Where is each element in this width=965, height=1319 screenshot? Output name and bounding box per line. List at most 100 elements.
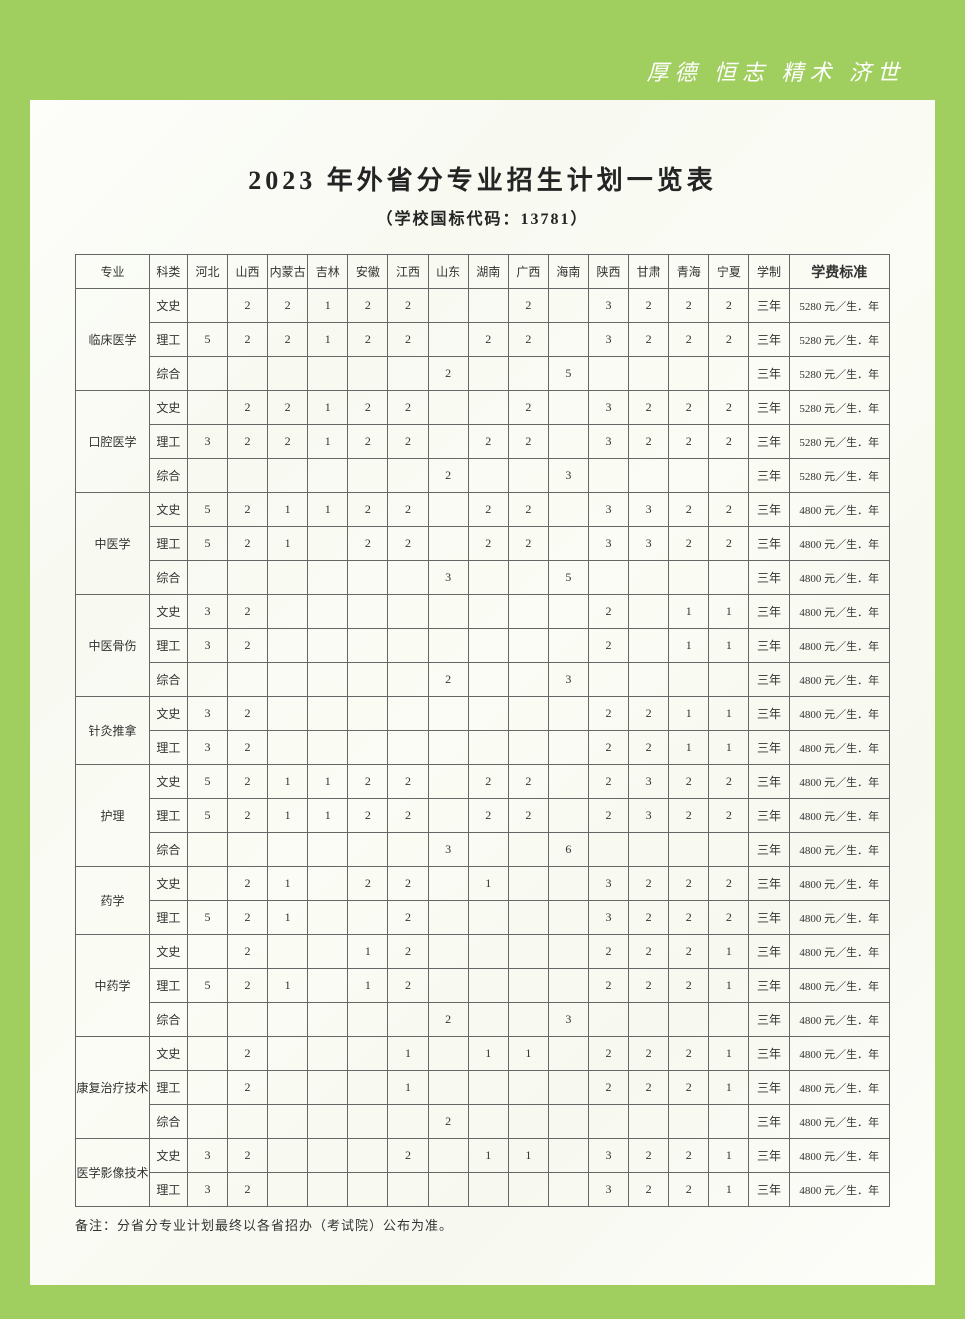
header-duration: 学制: [749, 255, 789, 289]
cell-value: 2: [268, 391, 308, 425]
page-subtitle: （学校国标代码：13781）: [75, 205, 890, 229]
cell-value: 2: [228, 1037, 268, 1071]
cell-value: 2: [228, 901, 268, 935]
cell-value: [669, 561, 709, 595]
cell-value: 2: [468, 527, 508, 561]
cell-value: [468, 1003, 508, 1037]
cell-value: [308, 935, 348, 969]
cell-value: 3: [428, 833, 468, 867]
header-prov-12: 青海: [669, 255, 709, 289]
cell-value: 2: [268, 323, 308, 357]
cell-value: 2: [228, 527, 268, 561]
cell-fee: 4800 元／生．年: [789, 765, 889, 799]
header-prov-1: 山西: [228, 255, 268, 289]
cell-value: 3: [187, 629, 227, 663]
cell-value: [268, 1173, 308, 1207]
cell-value: 2: [468, 425, 508, 459]
cell-value: [428, 901, 468, 935]
cell-type: 理工: [149, 323, 187, 357]
cell-value: 2: [709, 901, 749, 935]
cell-value: [508, 1071, 548, 1105]
cell-value: [508, 731, 548, 765]
cell-value: 2: [629, 323, 669, 357]
cell-type: 综合: [149, 357, 187, 391]
cell-duration: 三年: [749, 357, 789, 391]
cell-value: [428, 425, 468, 459]
cell-value: 2: [268, 289, 308, 323]
cell-value: [308, 1037, 348, 1071]
cell-fee: 5280 元／生．年: [789, 323, 889, 357]
cell-value: 1: [388, 1071, 428, 1105]
cell-value: 2: [588, 1071, 628, 1105]
cell-value: [428, 1173, 468, 1207]
cell-value: 2: [348, 799, 388, 833]
cell-value: [187, 391, 227, 425]
cell-value: 2: [508, 289, 548, 323]
cell-value: 1: [709, 1037, 749, 1071]
cell-duration: 三年: [749, 765, 789, 799]
cell-value: [468, 833, 508, 867]
cell-value: [669, 1105, 709, 1139]
cell-value: 2: [228, 1173, 268, 1207]
cell-duration: 三年: [749, 1173, 789, 1207]
cell-major: 药学: [76, 867, 150, 935]
cell-value: [709, 561, 749, 595]
header-prov-0: 河北: [187, 255, 227, 289]
cell-value: 3: [187, 425, 227, 459]
cell-duration: 三年: [749, 289, 789, 323]
cell-type: 理工: [149, 901, 187, 935]
cell-value: [187, 459, 227, 493]
cell-value: 2: [388, 901, 428, 935]
cell-value: 1: [508, 1037, 548, 1071]
cell-value: 2: [228, 629, 268, 663]
cell-duration: 三年: [749, 459, 789, 493]
cell-type: 理工: [149, 969, 187, 1003]
cell-value: 2: [709, 799, 749, 833]
cell-value: 2: [228, 935, 268, 969]
cell-fee: 5280 元／生．年: [789, 391, 889, 425]
cell-value: 2: [709, 323, 749, 357]
cell-value: [428, 697, 468, 731]
cell-value: 2: [348, 765, 388, 799]
cell-value: [187, 1003, 227, 1037]
cell-value: [468, 561, 508, 595]
cell-value: 2: [669, 901, 709, 935]
cell-value: [508, 357, 548, 391]
header-prov-10: 陕西: [588, 255, 628, 289]
cell-duration: 三年: [749, 1037, 789, 1071]
table-row: 综合2三年4800 元／生．年: [76, 1105, 890, 1139]
cell-value: [348, 1003, 388, 1037]
cell-value: [468, 731, 508, 765]
cell-value: [428, 595, 468, 629]
cell-value: [348, 1105, 388, 1139]
cell-type: 理工: [149, 1173, 187, 1207]
cell-value: 2: [348, 323, 388, 357]
cell-value: [548, 731, 588, 765]
cell-value: 2: [508, 323, 548, 357]
cell-value: [388, 459, 428, 493]
cell-value: [629, 459, 669, 493]
cell-value: 2: [588, 765, 628, 799]
cell-value: 2: [388, 527, 428, 561]
cell-value: 5: [187, 765, 227, 799]
cell-value: [187, 1037, 227, 1071]
table-row: 康复治疗技术文史21112221三年4800 元／生．年: [76, 1037, 890, 1071]
cell-value: 3: [187, 595, 227, 629]
cell-value: 2: [588, 969, 628, 1003]
cell-value: [348, 833, 388, 867]
cell-value: 1: [709, 935, 749, 969]
cell-duration: 三年: [749, 391, 789, 425]
cell-value: 1: [709, 595, 749, 629]
cell-value: 2: [388, 935, 428, 969]
cell-value: [669, 663, 709, 697]
cell-fee: 4800 元／生．年: [789, 969, 889, 1003]
cell-value: 5: [548, 561, 588, 595]
cell-value: [548, 1037, 588, 1071]
cell-type: 综合: [149, 663, 187, 697]
cell-value: [548, 901, 588, 935]
cell-major: 医学影像技术: [76, 1139, 150, 1207]
cell-value: 2: [588, 1037, 628, 1071]
cell-value: [388, 561, 428, 595]
cell-value: [709, 1105, 749, 1139]
cell-value: [629, 1105, 669, 1139]
